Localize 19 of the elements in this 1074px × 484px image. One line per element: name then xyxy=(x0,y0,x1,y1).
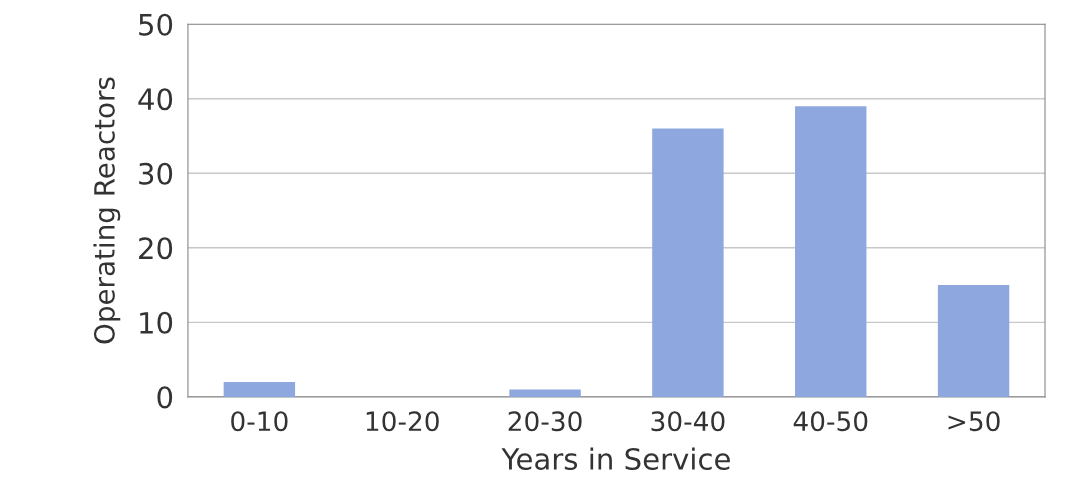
bar xyxy=(795,106,867,397)
x-tick-label: 10-20 xyxy=(366,411,439,432)
x-tick-label: 0-10 xyxy=(231,411,288,432)
bar xyxy=(652,128,724,397)
x-axis-title: Years in Service xyxy=(501,447,730,470)
bar xyxy=(223,381,296,397)
y-axis-title: Operating Reactors xyxy=(93,77,121,344)
y-tick-label: 0 xyxy=(157,386,173,409)
y-tick-label: 30 xyxy=(139,162,173,185)
x-tick-label: >50 xyxy=(948,411,1000,432)
x-tick-label: 30-40 xyxy=(651,411,725,432)
x-tick-label: 20-30 xyxy=(508,411,582,432)
bar xyxy=(509,389,581,397)
y-tick-label: 50 xyxy=(139,13,173,36)
y-tick-label: 40 xyxy=(138,88,173,111)
y-tick-label: 10 xyxy=(140,311,173,334)
bar xyxy=(937,285,1010,397)
x-tick-label: 40-50 xyxy=(793,411,868,432)
y-tick-label: 20 xyxy=(139,237,173,260)
